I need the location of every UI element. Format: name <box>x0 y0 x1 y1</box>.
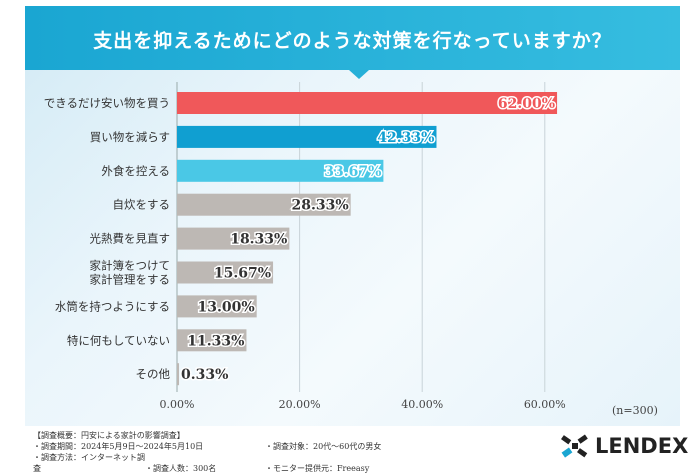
x-tick-label: 20.00% <box>279 398 321 411</box>
category-label: 家計簿をつけて <box>90 259 171 273</box>
category-label: 買い物を減らす <box>90 130 170 144</box>
survey-target: ・調査対象：20代～60代の男女 <box>265 442 382 451</box>
x-tick-label: 60.00% <box>524 398 566 411</box>
category-label: 光熱費を見直す <box>90 232 171 246</box>
bar <box>177 295 257 318</box>
bar <box>177 159 384 182</box>
data-label: 13.00% <box>198 299 255 315</box>
survey-summary: 【調査概要：円安による家計の影響調査】 <box>33 431 185 440</box>
category-label: 自炊をする <box>113 198 171 212</box>
data-label: 18.33% <box>230 232 287 248</box>
data-label: 62.00% <box>498 96 555 112</box>
x-tick-label: 40.00% <box>401 398 443 411</box>
category-label: その他 <box>136 367 171 381</box>
bar <box>177 227 290 250</box>
category-label: できるだけ安い物を買う <box>44 96 170 110</box>
banner-pointer <box>349 70 369 79</box>
logo-text: LENDEX <box>595 434 689 458</box>
chart-title: 支出を抑えるためにどのような対策を行なっていますか？ <box>93 30 612 52</box>
data-label: 0.33% <box>181 367 228 383</box>
category-label: 家計管理をする <box>90 273 171 287</box>
bar <box>177 363 180 386</box>
bar <box>177 193 351 216</box>
survey-method: ・調査方法：インターネット調査 <box>33 453 145 473</box>
survey-notes: 【調査概要：円安による家計の影響調査】 ・調査期間：2024年5月9日～2024… <box>33 430 381 474</box>
data-label: 42.33% <box>377 130 434 146</box>
data-label: 15.67% <box>214 266 271 282</box>
data-label: 33.67% <box>324 164 381 180</box>
category-label: 外食を控える <box>101 164 170 178</box>
category-label: 水筒を持つようにする <box>55 299 170 313</box>
data-label: 11.33% <box>187 333 244 349</box>
bar <box>177 125 437 148</box>
survey-period: ・調査期間：2024年5月9日～2024年5月10日 <box>33 442 204 451</box>
sample-size: (n=300) <box>612 404 658 417</box>
title-banner: 支出を抑えるためにどのような対策を行なっていますか？ <box>25 6 680 70</box>
logo-mark-icon <box>561 434 588 458</box>
x-tick-label: 0.00% <box>160 398 195 411</box>
survey-provider: ・モニター提供元：Freeasy <box>265 464 370 473</box>
bar <box>177 329 247 352</box>
bar <box>177 261 274 284</box>
category-label: 特に何もしていない <box>67 333 170 347</box>
data-label: 28.33% <box>292 198 349 214</box>
lendex-logo: LENDEX <box>560 433 688 459</box>
bar <box>177 92 558 114</box>
survey-count: ・調査人数：300名 <box>145 464 217 473</box>
